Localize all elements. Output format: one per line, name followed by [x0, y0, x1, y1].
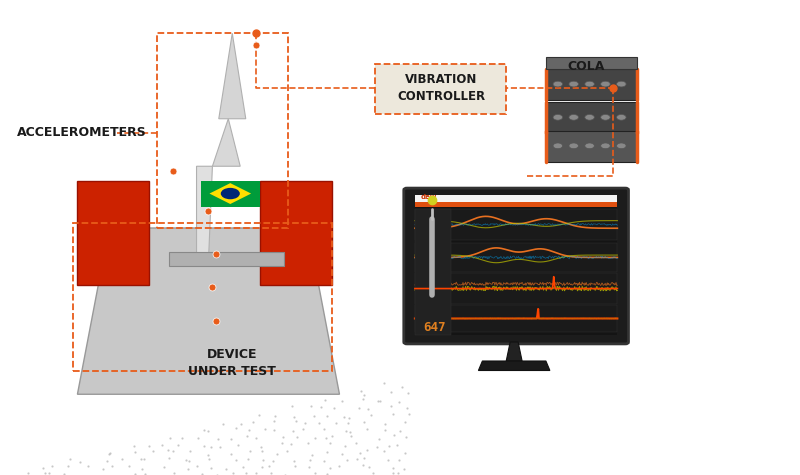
FancyBboxPatch shape — [546, 57, 638, 69]
Circle shape — [617, 81, 626, 87]
Polygon shape — [210, 183, 251, 204]
FancyBboxPatch shape — [415, 305, 618, 332]
Bar — [157, 33, 288, 228]
Circle shape — [569, 81, 578, 87]
Circle shape — [585, 143, 594, 149]
FancyBboxPatch shape — [415, 195, 618, 202]
FancyBboxPatch shape — [375, 64, 506, 114]
Circle shape — [601, 143, 610, 149]
Circle shape — [585, 114, 594, 120]
Circle shape — [221, 188, 240, 200]
Polygon shape — [197, 166, 213, 261]
Circle shape — [553, 81, 562, 87]
Text: ACCELEROMETERS: ACCELEROMETERS — [17, 126, 146, 140]
FancyBboxPatch shape — [201, 180, 260, 207]
FancyBboxPatch shape — [415, 195, 618, 335]
FancyBboxPatch shape — [415, 196, 618, 207]
Circle shape — [553, 143, 562, 149]
Polygon shape — [213, 119, 240, 166]
FancyBboxPatch shape — [404, 188, 629, 344]
Circle shape — [569, 143, 578, 149]
Text: 647: 647 — [424, 321, 446, 334]
Polygon shape — [78, 228, 339, 394]
FancyBboxPatch shape — [415, 209, 450, 335]
Polygon shape — [218, 33, 246, 119]
Circle shape — [617, 114, 626, 120]
Circle shape — [553, 114, 562, 120]
FancyBboxPatch shape — [415, 209, 618, 240]
Circle shape — [585, 81, 594, 87]
FancyBboxPatch shape — [546, 69, 638, 100]
Polygon shape — [169, 252, 284, 266]
FancyBboxPatch shape — [415, 243, 618, 272]
FancyBboxPatch shape — [415, 273, 618, 304]
Circle shape — [617, 143, 626, 149]
FancyBboxPatch shape — [546, 102, 638, 133]
Polygon shape — [478, 361, 550, 370]
Text: dew: dew — [421, 194, 437, 200]
Circle shape — [569, 114, 578, 120]
FancyBboxPatch shape — [546, 131, 638, 162]
Text: VIBRATION
CONTROLLER: VIBRATION CONTROLLER — [397, 73, 485, 103]
Polygon shape — [260, 180, 331, 285]
Circle shape — [601, 81, 610, 87]
Text: DEVICE
UNDER TEST: DEVICE UNDER TEST — [188, 348, 276, 379]
Circle shape — [601, 114, 610, 120]
Bar — [74, 223, 331, 370]
Polygon shape — [506, 342, 522, 361]
Polygon shape — [78, 180, 149, 285]
Text: COLA: COLA — [567, 60, 604, 73]
